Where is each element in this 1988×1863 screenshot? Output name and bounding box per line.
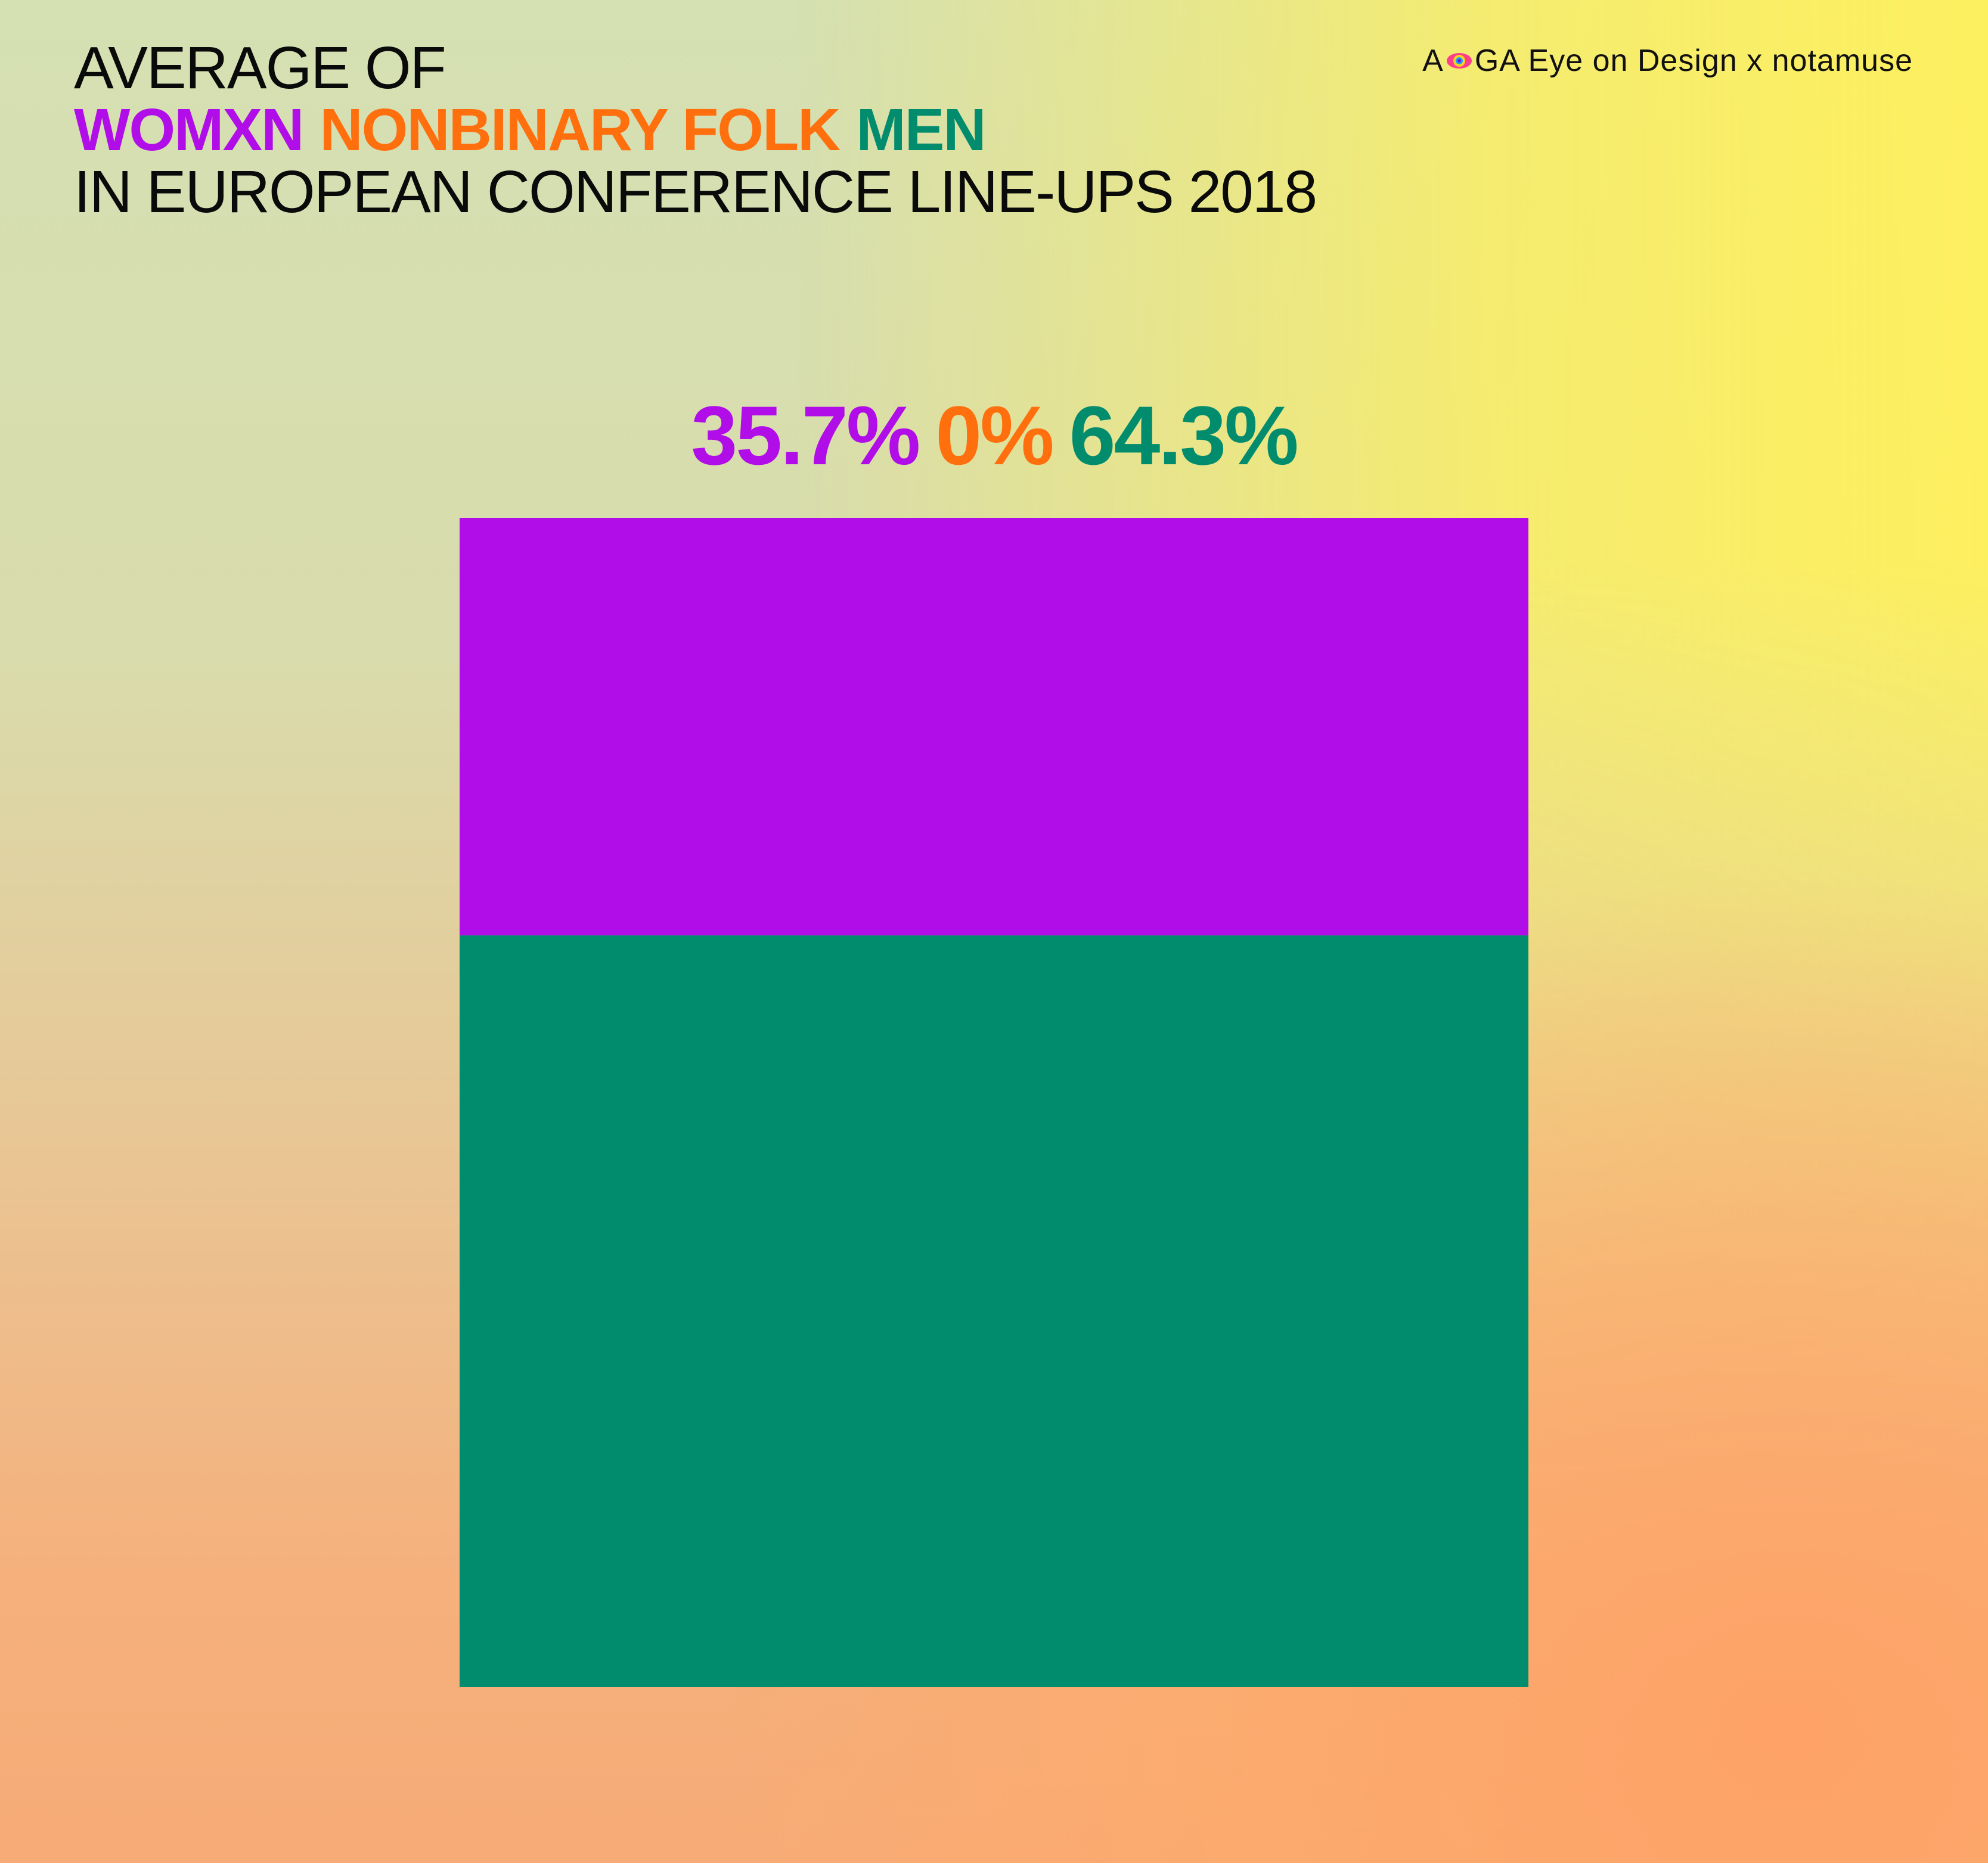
brand-credit: A GA Eye on Design x notamuse — [1422, 43, 1913, 79]
legend-nonbinary-folk: NONBINARY FOLK — [320, 97, 841, 163]
eye-icon — [1446, 53, 1472, 69]
stacked-bar-chart — [460, 518, 1528, 1687]
value-label-womxn: 35.7% — [691, 389, 920, 482]
value-label-men: 64.3% — [1069, 389, 1299, 482]
chart-title: AVERAGE OF WOMXN NONBINARY FOLK MEN IN EUR… — [74, 35, 1317, 225]
legend: WOMXN NONBINARY FOLK MEN — [74, 99, 1316, 161]
brand-suffix: GA Eye on Design x notamuse — [1474, 44, 1913, 78]
value-label-nonbinary-folk: 0% — [935, 389, 1054, 482]
bar-segment-womxn — [460, 518, 1528, 936]
chart-svg — [460, 518, 1528, 1687]
legend-men: MEN — [856, 97, 986, 163]
value-labels: 35.7% 0% 64.3% — [0, 387, 1988, 484]
brand-prefix: A — [1422, 44, 1444, 78]
legend-womxn: WOMXN — [74, 97, 304, 163]
title-line-1: AVERAGE OF — [74, 35, 446, 101]
bar-segment-men — [460, 935, 1528, 1687]
title-line-3: IN EUROPEAN CONFERENCE LINE-UPS 2018 — [74, 159, 1317, 225]
